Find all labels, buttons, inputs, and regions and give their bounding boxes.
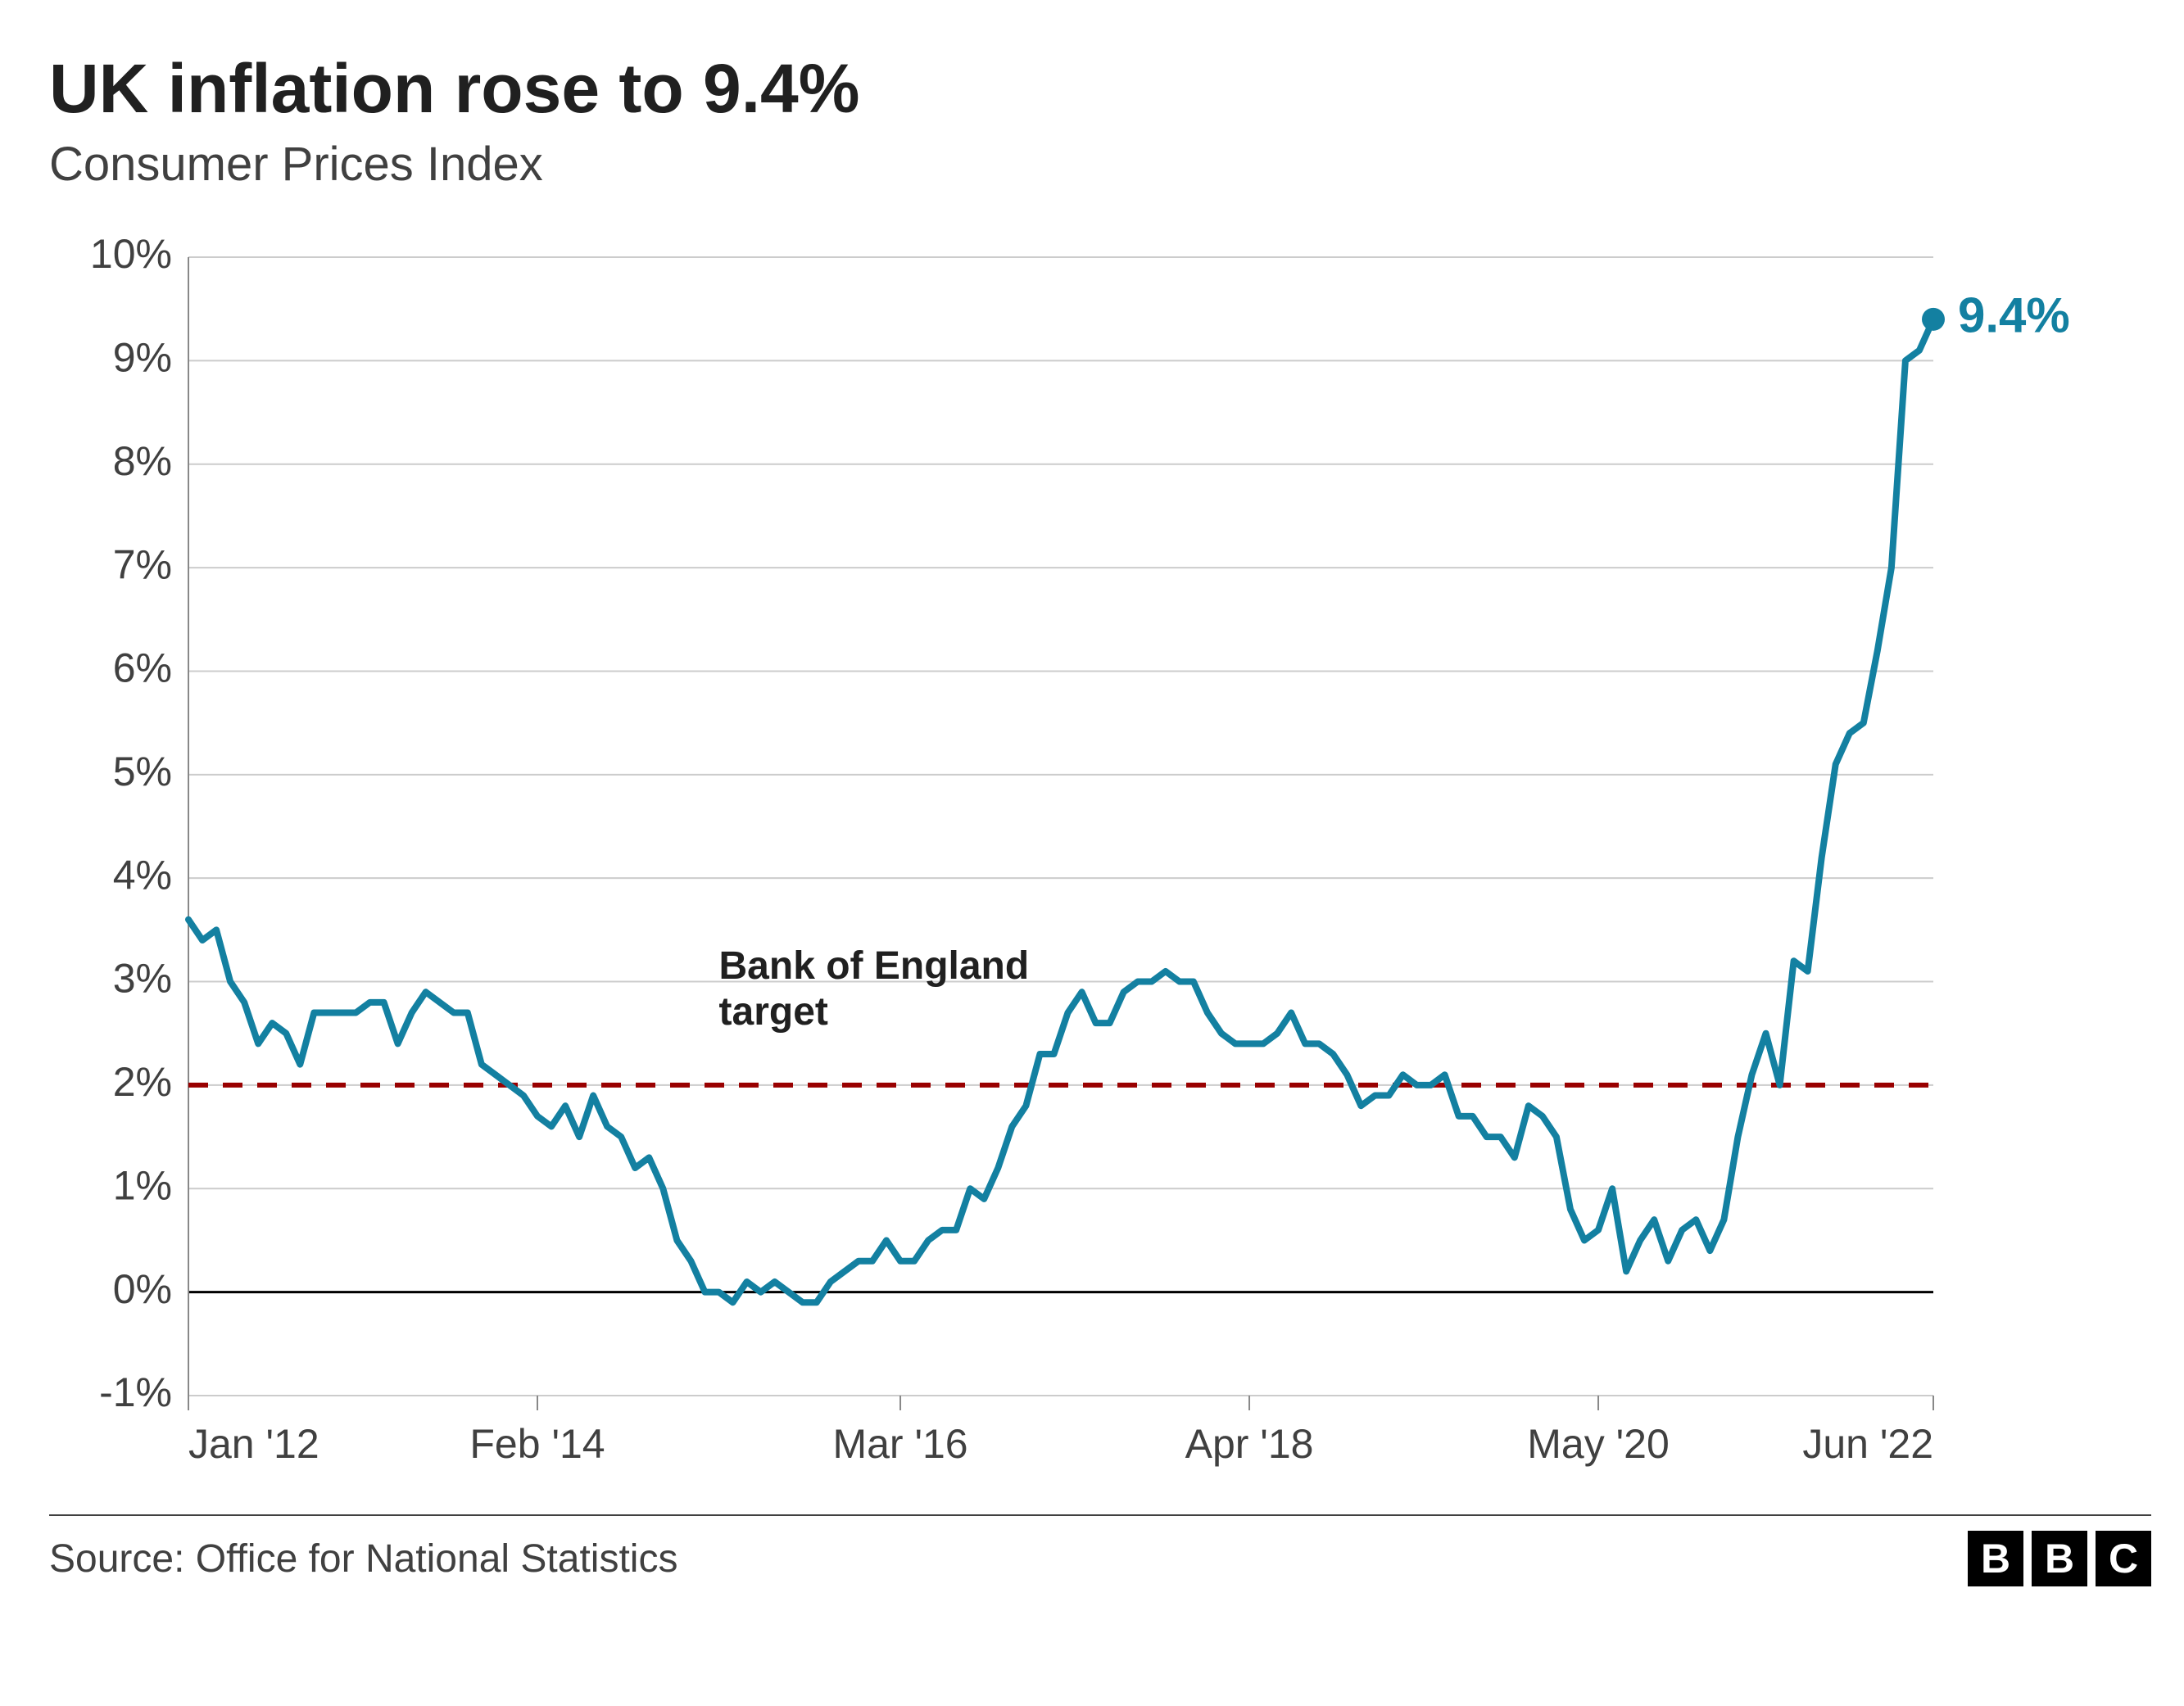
y-tick-label: 7%: [113, 541, 172, 587]
bbc-logo: BBC: [1968, 1531, 2151, 1586]
y-tick-label: 3%: [113, 956, 172, 1002]
y-tick-label: 0%: [113, 1266, 172, 1312]
x-tick-label: Jan '12: [188, 1421, 319, 1467]
y-tick-label: 2%: [113, 1059, 172, 1105]
chart-title: UK inflation rose to 9.4%: [49, 49, 2151, 129]
chart-container: UK inflation rose to 9.4% Consumer Price…: [0, 0, 2184, 1706]
chart-subtitle: Consumer Prices Index: [49, 137, 2151, 192]
target-label: target: [719, 990, 828, 1034]
y-tick-label: 5%: [113, 749, 172, 794]
y-tick-label: 8%: [113, 438, 172, 484]
x-tick-label: Apr '18: [1185, 1421, 1314, 1467]
y-tick-label: 10%: [90, 231, 172, 277]
source-text: Source: Office for National Statistics: [49, 1536, 677, 1582]
chart-area: -1% 0% 1% 2% 3% 4% 5% 6% 7% 8% 9% 10% Bank of Englan…: [49, 224, 2151, 1514]
x-tick-label: Mar '16: [832, 1421, 967, 1467]
target-label: Bank of England: [719, 944, 1030, 988]
bbc-logo-block: B: [1968, 1531, 2023, 1586]
footer: Source: Office for National Statistics B…: [49, 1516, 2151, 1586]
x-tick-label: May '20: [1527, 1421, 1670, 1467]
bbc-logo-block: C: [2096, 1531, 2151, 1586]
y-tick-label: 6%: [113, 645, 172, 691]
endpoint-marker: [1922, 308, 1945, 331]
y-tick-label: 4%: [113, 852, 172, 898]
y-tick-label: 1%: [113, 1162, 172, 1208]
x-tick-label: Feb '14: [469, 1421, 605, 1467]
y-tick-label: -1%: [99, 1369, 172, 1415]
endpoint-label: 9.4%: [1958, 288, 2070, 343]
x-tick-label: Jun '22: [1802, 1421, 1933, 1467]
y-tick-label: 9%: [113, 335, 172, 381]
series-line: [188, 319, 1933, 1302]
line-chart-svg: -1% 0% 1% 2% 3% 4% 5% 6% 7% 8% 9% 10% Bank of Englan…: [49, 224, 2146, 1510]
bbc-logo-block: B: [2032, 1531, 2087, 1586]
